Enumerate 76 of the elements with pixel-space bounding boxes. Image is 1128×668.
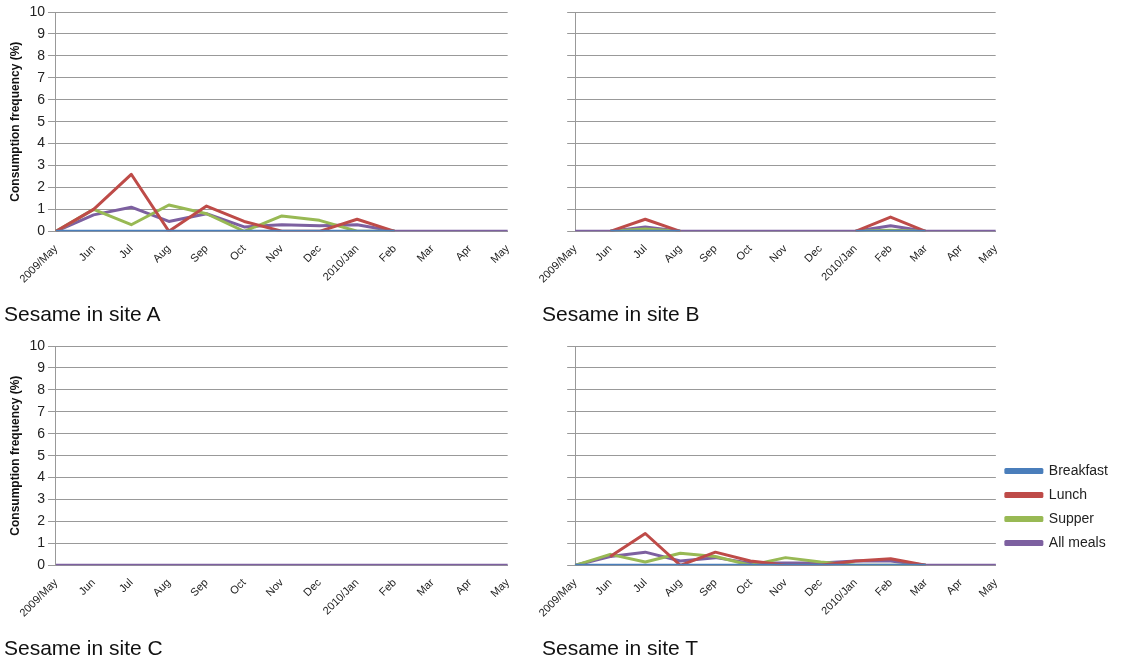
x-tick-label: May bbox=[488, 575, 512, 600]
x-tick-label: Nov bbox=[766, 241, 790, 265]
text: Sesame in site A bbox=[4, 302, 161, 326]
y-tick-label: 4 bbox=[37, 468, 46, 485]
y-tick-label: 10 bbox=[29, 2, 46, 19]
x-tick-label: Mar bbox=[414, 241, 437, 264]
x-tick-label: Apr bbox=[943, 241, 965, 263]
x-tick-label: Nov bbox=[766, 575, 790, 599]
y-tick-label: 0 bbox=[37, 556, 46, 573]
y-tick-label: 8 bbox=[37, 380, 46, 397]
text: Sesame in site C bbox=[4, 636, 163, 660]
y-tick-label: 5 bbox=[37, 446, 46, 463]
y-tick-label: 9 bbox=[37, 358, 46, 375]
text: Sesame in site B bbox=[542, 302, 700, 326]
x-tick-label: Jul bbox=[630, 242, 649, 261]
x-tick-label: Nov bbox=[263, 575, 286, 599]
legend-label: All meals bbox=[1048, 533, 1106, 550]
x-tick-label: Oct bbox=[227, 242, 248, 263]
y-tick-label: 9 bbox=[37, 24, 46, 41]
x-tick-label: Dec bbox=[801, 575, 825, 599]
x-tick-label: Mar bbox=[414, 575, 437, 598]
x-tick-label: Apr bbox=[452, 241, 474, 263]
x-tick-label: Apr bbox=[452, 575, 474, 597]
x-tick-label: Dec bbox=[801, 241, 825, 265]
y-tick-label: 6 bbox=[37, 424, 46, 441]
x-tick-label: May bbox=[976, 575, 1000, 600]
x-tick-label: May bbox=[976, 241, 1000, 266]
y-tick-label: 4 bbox=[37, 134, 46, 151]
x-tick-label: Feb bbox=[376, 242, 399, 264]
x-tick-label: Sep bbox=[696, 242, 719, 265]
legend-label: Supper bbox=[1048, 509, 1095, 526]
y-tick-label: 2 bbox=[37, 512, 46, 529]
x-tick-label: Aug bbox=[661, 242, 684, 265]
x-tick-label: Nov bbox=[263, 241, 286, 265]
text: Sesame in site T bbox=[542, 636, 699, 660]
y-tick-label: 3 bbox=[37, 490, 46, 507]
x-tick-label: Oct bbox=[733, 576, 755, 597]
x-tick-label: Aug bbox=[661, 576, 684, 599]
x-tick-label: Sep bbox=[187, 242, 211, 265]
x-tick-label: Jul bbox=[116, 576, 135, 595]
y-tick-label: 0 bbox=[37, 222, 46, 239]
x-tick-label: Dec bbox=[300, 575, 324, 599]
y-tick-label: 3 bbox=[37, 156, 46, 173]
y-tick-label: 5 bbox=[37, 112, 46, 129]
x-tick-label: Mar bbox=[907, 241, 930, 264]
y-tick-label: 1 bbox=[37, 200, 46, 217]
legend-label: Lunch bbox=[1048, 485, 1088, 502]
x-tick-label: Mar bbox=[907, 575, 930, 598]
y-tick-label: 8 bbox=[37, 46, 46, 63]
y-axis-title: Consumption frequency (%) bbox=[7, 375, 22, 536]
x-tick-label: Feb bbox=[872, 242, 895, 264]
x-tick-label: May bbox=[488, 241, 512, 266]
legend-label: Breakfast bbox=[1048, 461, 1109, 478]
x-tick-label: Jun bbox=[76, 576, 98, 598]
y-tick-label: 10 bbox=[29, 336, 46, 353]
y-axis-title: Consumption frequency (%) bbox=[7, 41, 22, 202]
y-tick-label: 7 bbox=[37, 68, 46, 85]
x-tick-label: Aug bbox=[150, 576, 173, 599]
x-tick-label: Jun bbox=[592, 242, 614, 264]
x-tick-label: Feb bbox=[872, 576, 895, 598]
y-tick-label: 2 bbox=[37, 178, 46, 195]
y-tick-label: 1 bbox=[37, 534, 46, 551]
x-tick-label: Dec bbox=[300, 241, 324, 265]
x-tick-label: Oct bbox=[227, 576, 248, 597]
x-tick-label: Jul bbox=[630, 576, 649, 595]
x-tick-label: Jun bbox=[76, 242, 98, 264]
x-tick-label: Feb bbox=[376, 576, 399, 598]
y-tick-label: 6 bbox=[37, 90, 46, 107]
x-tick-label: Apr bbox=[943, 575, 965, 597]
x-tick-label: Oct bbox=[733, 242, 754, 263]
x-tick-label: Jul bbox=[116, 242, 135, 261]
x-tick-label: Jun bbox=[592, 576, 614, 598]
y-tick-label: 7 bbox=[37, 402, 46, 419]
x-tick-label: Sep bbox=[187, 576, 211, 599]
x-tick-label: Sep bbox=[696, 576, 719, 599]
x-tick-label: Aug bbox=[150, 242, 173, 265]
